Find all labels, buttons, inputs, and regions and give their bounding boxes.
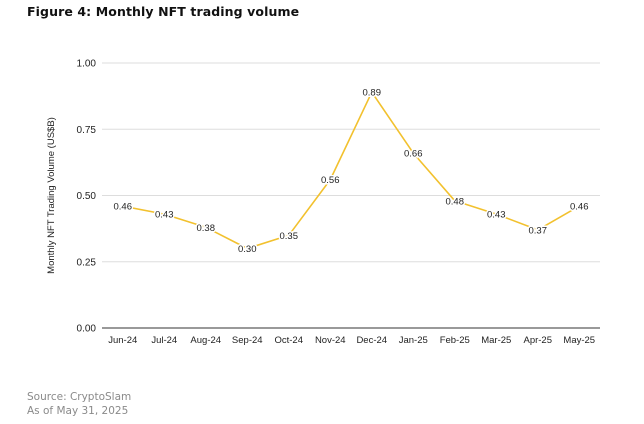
data-point	[246, 247, 249, 250]
data-point	[578, 204, 581, 208]
y-axis-label: Monthly NFT Trading Volume (US$B)	[46, 117, 57, 274]
data-label: 0.37	[529, 225, 548, 236]
x-tick-label: Oct-24	[274, 335, 303, 346]
data-label: 0.30	[238, 244, 257, 255]
source-line: Source: CryptoSlam	[27, 391, 132, 403]
data-point	[536, 228, 539, 232]
figure-title: Figure 4: Monthly NFT trading volume	[27, 4, 300, 19]
data-label: 0.66	[404, 149, 423, 160]
x-tick-label: Dec-24	[356, 335, 387, 346]
x-tick-label: Sep-24	[232, 335, 263, 346]
x-tick-label: Mar-25	[481, 335, 511, 346]
x-tick-label: Jul-24	[151, 335, 177, 346]
data-point	[453, 199, 456, 202]
data-label: 0.38	[197, 223, 216, 234]
data-label: 0.48	[446, 196, 465, 207]
data-point	[370, 90, 373, 94]
x-tick-label: Apr-25	[523, 335, 552, 346]
source-note: Source: CryptoSlam As of May 31, 2025	[27, 390, 131, 418]
data-point	[204, 226, 207, 229]
data-point	[495, 212, 498, 216]
data-label: 0.46	[570, 202, 589, 213]
x-tick-label: Jan-25	[399, 335, 428, 346]
y-tick-label: 0.25	[77, 257, 97, 268]
data-label: 0.43	[487, 210, 506, 221]
data-label: 0.89	[363, 88, 382, 99]
x-tick-label: Jun-24	[108, 335, 137, 346]
data-point	[412, 151, 415, 155]
y-tick-label: 0.50	[77, 191, 97, 202]
x-tick-label: May-25	[563, 335, 595, 346]
x-tick-label: Aug-24	[190, 335, 221, 346]
data-label: 0.46	[114, 202, 133, 213]
data-point	[287, 234, 290, 237]
y-tick-label: 1.00	[77, 59, 97, 70]
series-line	[122, 91, 580, 250]
x-tick-label: Nov-24	[315, 335, 346, 346]
y-tick-label: 0.75	[77, 125, 97, 136]
data-label: 0.56	[321, 175, 340, 186]
y-tick-label: 0.00	[77, 324, 97, 335]
data-point	[121, 204, 124, 208]
as-of-line: As of May 31, 2025	[27, 405, 129, 417]
data-label: 0.35	[280, 231, 299, 242]
data-point	[329, 178, 332, 181]
x-tick-label: Feb-25	[440, 335, 470, 346]
data-point	[163, 212, 166, 216]
data-label: 0.43	[155, 210, 174, 221]
